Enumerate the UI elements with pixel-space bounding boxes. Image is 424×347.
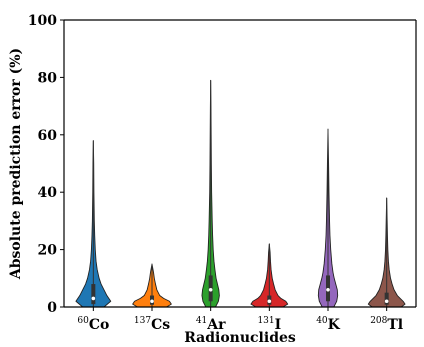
y-tick-label: 100 [28, 13, 57, 29]
violins-group [75, 79, 406, 308]
y-tick-label: 0 [47, 300, 57, 316]
x-tick-symbol: Tl [387, 317, 403, 333]
violin-median [267, 299, 272, 304]
x-axis-label: Radionuclides [184, 330, 296, 346]
x-tick-symbol: Co [89, 317, 109, 333]
x-tick-label: 41Ar [196, 316, 226, 333]
x-tick-symbol: K [328, 317, 341, 333]
violin-median [91, 296, 96, 301]
y-tick-label: 80 [38, 70, 58, 86]
violin-median [150, 299, 154, 304]
x-tick-label: 131I [257, 316, 281, 333]
x-tick-label: 60Co [77, 316, 109, 333]
x-tick-label: 137Cs [134, 316, 170, 333]
y-axis-label: Absolute prediction error (%) [8, 48, 24, 280]
x-tick-sup: 137 [134, 316, 151, 326]
y-tick-label: 60 [38, 128, 58, 144]
axes-group [63, 19, 417, 308]
x-tick-symbol: I [275, 317, 282, 333]
x-tick-sup: 131 [257, 316, 274, 326]
x-tick-label: 208Tl [370, 316, 403, 333]
x-tick-sup: 40 [316, 316, 328, 326]
violin-median [326, 287, 330, 292]
x-tick-symbol: Ar [206, 317, 226, 333]
x-tick-sup: 60 [77, 316, 89, 326]
x-tick-sup: 41 [196, 316, 207, 326]
x-tick-symbol: Cs [151, 317, 170, 333]
violin-median [208, 287, 213, 292]
y-tick-label: 40 [38, 185, 58, 201]
y-tick-label: 20 [38, 243, 58, 259]
x-tick-sup: 208 [370, 316, 387, 326]
violin-median [384, 299, 389, 304]
x-tick-label: 40K [316, 316, 340, 333]
labels-group: Radionuclides Absolute prediction error … [8, 48, 296, 346]
